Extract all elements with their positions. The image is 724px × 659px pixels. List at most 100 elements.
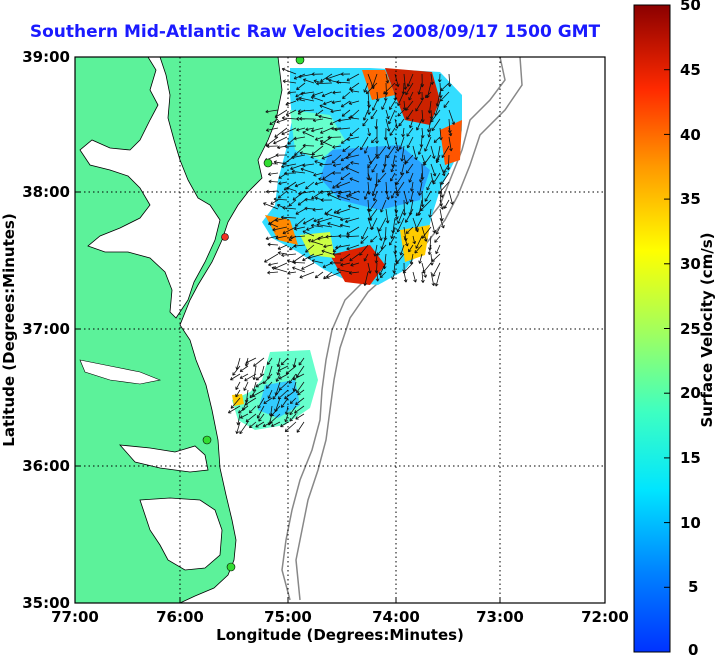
velocity-arrow: [443, 199, 450, 209]
velocity-arrow: [267, 172, 279, 176]
velocity-arrow: [363, 190, 369, 200]
velocity-arrow: [438, 127, 443, 141]
velocity-arrow: [293, 226, 306, 231]
velocity-arrow: [398, 136, 405, 150]
velocity-arrow: [235, 421, 241, 434]
velocity-arrow: [295, 91, 306, 98]
velocity-arrow: [336, 80, 351, 85]
velocity-arrow: [371, 136, 378, 144]
velocity-arrow: [364, 145, 369, 154]
velocity-arrow: [389, 100, 396, 110]
velocity-arrow: [385, 109, 390, 120]
velocity-arrow: [322, 172, 333, 180]
map-frame: [74, 56, 606, 604]
velocity-arrow: [329, 260, 342, 265]
velocity-arrow: [321, 154, 333, 160]
velocity-arrow: [395, 253, 405, 265]
x-axis-label: Longitude (Degrees:Minutes): [216, 626, 464, 644]
velocity-arrow: [268, 222, 279, 228]
velocity-arrow: [310, 154, 324, 159]
velocity-arrow: [300, 91, 315, 96]
velocity-arrow: [443, 100, 450, 108]
velocity-arrow: [297, 199, 306, 206]
velocity-arrow: [421, 226, 432, 239]
velocity-arrow: [302, 253, 315, 262]
colorbar-tick: 20: [680, 384, 701, 402]
velocity-arrow: [235, 381, 241, 390]
velocity-arrow: [393, 91, 398, 101]
velocity-arrow: [424, 190, 432, 202]
velocity-arrow: [296, 127, 306, 132]
velocity-arrow: [371, 163, 378, 173]
velocity-arrow: [448, 190, 454, 205]
velocity-arrow: [337, 190, 351, 195]
velocity-arrow: [412, 271, 417, 283]
velocity-arrow: [291, 154, 306, 160]
velocity-arrow: [367, 100, 371, 115]
velocity-arrow: [266, 381, 273, 389]
velocity-arrow: [362, 118, 369, 127]
velocity-arrow: [306, 226, 315, 231]
velocity-arrow: [426, 181, 432, 191]
velocity-arrow: [409, 190, 414, 203]
velocity-arrow: [405, 208, 414, 223]
velocity-arrow: [383, 82, 396, 95]
velocity-arrow: [346, 234, 360, 239]
radar-station: [226, 562, 236, 572]
velocity-arrow: [431, 118, 441, 132]
velocity-arrow: [365, 82, 378, 95]
radar-station: [295, 57, 305, 65]
velocity-arrow: [368, 199, 378, 212]
velocity-arrow: [447, 73, 452, 87]
velocity-arrow: [243, 381, 249, 391]
velocity-arrow: [336, 208, 351, 215]
velocity-arrow: [282, 226, 297, 235]
velocity-arrow: [326, 271, 342, 279]
velocity-arrow: [320, 198, 333, 202]
velocity-arrow: [311, 145, 324, 155]
velocity-arrow: [276, 357, 281, 368]
velocity-arrow: [238, 405, 249, 414]
velocity-arrow: [435, 226, 441, 235]
velocity-arrow: [332, 181, 342, 189]
velocity-arrow: [415, 217, 423, 231]
velocity-arrow: [244, 373, 257, 382]
velocity-arrow: [406, 73, 414, 87]
velocity-arrow: [311, 259, 324, 264]
x-tick-label: 72:00: [581, 608, 629, 626]
albemarle-sound: [119, 444, 209, 473]
velocity-arrow: [270, 421, 281, 427]
velocity-arrow: [420, 271, 425, 283]
velocity-arrow: [428, 208, 433, 218]
velocity-arrow: [336, 181, 351, 189]
velocity-arrow: [318, 114, 333, 120]
x-tick-label: 77:00: [51, 608, 99, 626]
velocity-arrow: [298, 73, 315, 79]
y-tick-label: 39:00: [22, 48, 70, 66]
velocity-arrow: [313, 217, 324, 223]
velocity-arrow: [307, 253, 324, 260]
velocity-arrow: [312, 207, 324, 212]
velocity-arrow: [282, 79, 297, 84]
velocity-arrow: [278, 373, 289, 380]
radar-station: [221, 233, 229, 241]
velocity-arrow: [373, 244, 378, 257]
velocity-arrow: [322, 100, 333, 106]
velocity-arrow: [320, 136, 333, 145]
velocity-arrow: [440, 172, 450, 185]
velocity-arrow: [292, 373, 305, 381]
map-grid: [75, 57, 605, 603]
velocity-arrow: [401, 127, 406, 138]
velocity-arrow: [315, 109, 324, 116]
velocity-arrow: [280, 215, 297, 220]
velocity-arrow: [331, 100, 342, 105]
velocity-arrow: [284, 413, 289, 423]
velocity-arrow: [290, 163, 306, 171]
velocity-arrow: [322, 262, 333, 268]
velocity-arrow: [272, 389, 281, 400]
velocity-arrow: [295, 413, 305, 420]
velocity-arrow: [281, 67, 297, 75]
velocity-arrow: [281, 253, 297, 258]
velocity-arrow: [256, 405, 265, 419]
velocity-arrow: [293, 136, 306, 141]
